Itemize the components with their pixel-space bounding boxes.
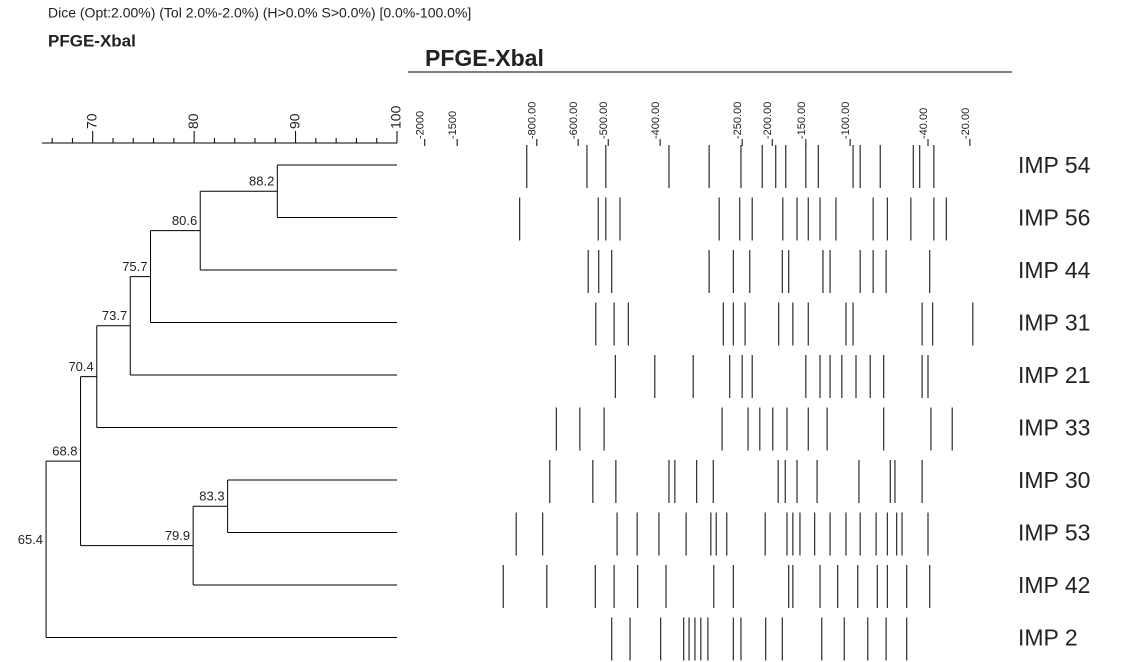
node-label: 80.6	[172, 213, 197, 228]
leaf-label: IMP 21	[1018, 362, 1090, 388]
leaf-label: IMP 2	[1018, 625, 1078, 651]
gel-tick-label: -20.00	[960, 108, 972, 139]
gel-tick-label: -150.00	[796, 102, 808, 139]
leaf-label: IMP 54	[1018, 152, 1091, 178]
x-tick-label: 70	[83, 113, 99, 129]
leaf-label: IMP 42	[1018, 572, 1090, 598]
node-label: 65.4	[18, 532, 43, 547]
gel-tick-label: -400.00	[650, 102, 662, 139]
leaf-label: IMP 56	[1018, 205, 1090, 231]
gel-tick-label: -2000	[415, 111, 427, 139]
node-label: 83.3	[199, 489, 224, 504]
node-label: 75.7	[122, 259, 147, 274]
gel-tick-label: -500.00	[598, 102, 610, 139]
leaf-label: IMP 53	[1018, 520, 1090, 546]
x-tick-label: 100	[388, 105, 404, 129]
leaf-label: IMP 31	[1018, 310, 1090, 336]
x-tick-label: 90	[286, 113, 302, 129]
node-label: 88.2	[249, 174, 274, 189]
x-tick-label: 80	[185, 113, 201, 129]
leaf-label: IMP 30	[1018, 467, 1090, 493]
node-label: 79.9	[165, 528, 190, 543]
gel-tick-label: -800.00	[527, 102, 539, 139]
gel-tick-label: -600.00	[568, 102, 580, 139]
gel-tick-label: -250.00	[732, 102, 744, 139]
subtitle: PFGE-Xbal	[48, 31, 136, 50]
node-label: 70.4	[68, 359, 93, 374]
node-label: 68.8	[52, 444, 77, 459]
gel-tick-label: -1500	[447, 111, 459, 139]
chart: Dice (Opt:2.00%) (Tol 2.0%-2.0%) (H>0.0%…	[0, 0, 1127, 662]
chart-title: Dice (Opt:2.00%) (Tol 2.0%-2.0%) (H>0.0%…	[48, 5, 471, 21]
node-label: 73.7	[102, 308, 127, 323]
gel-tick-label: -40.00	[918, 108, 930, 139]
gel-tick-label: -200.00	[762, 102, 774, 139]
leaf-label: IMP 44	[1018, 257, 1091, 283]
gel-title: PFGE-Xbal	[425, 45, 544, 71]
gel-tick-label: -100.00	[840, 102, 852, 139]
leaf-label: IMP 33	[1018, 415, 1090, 441]
